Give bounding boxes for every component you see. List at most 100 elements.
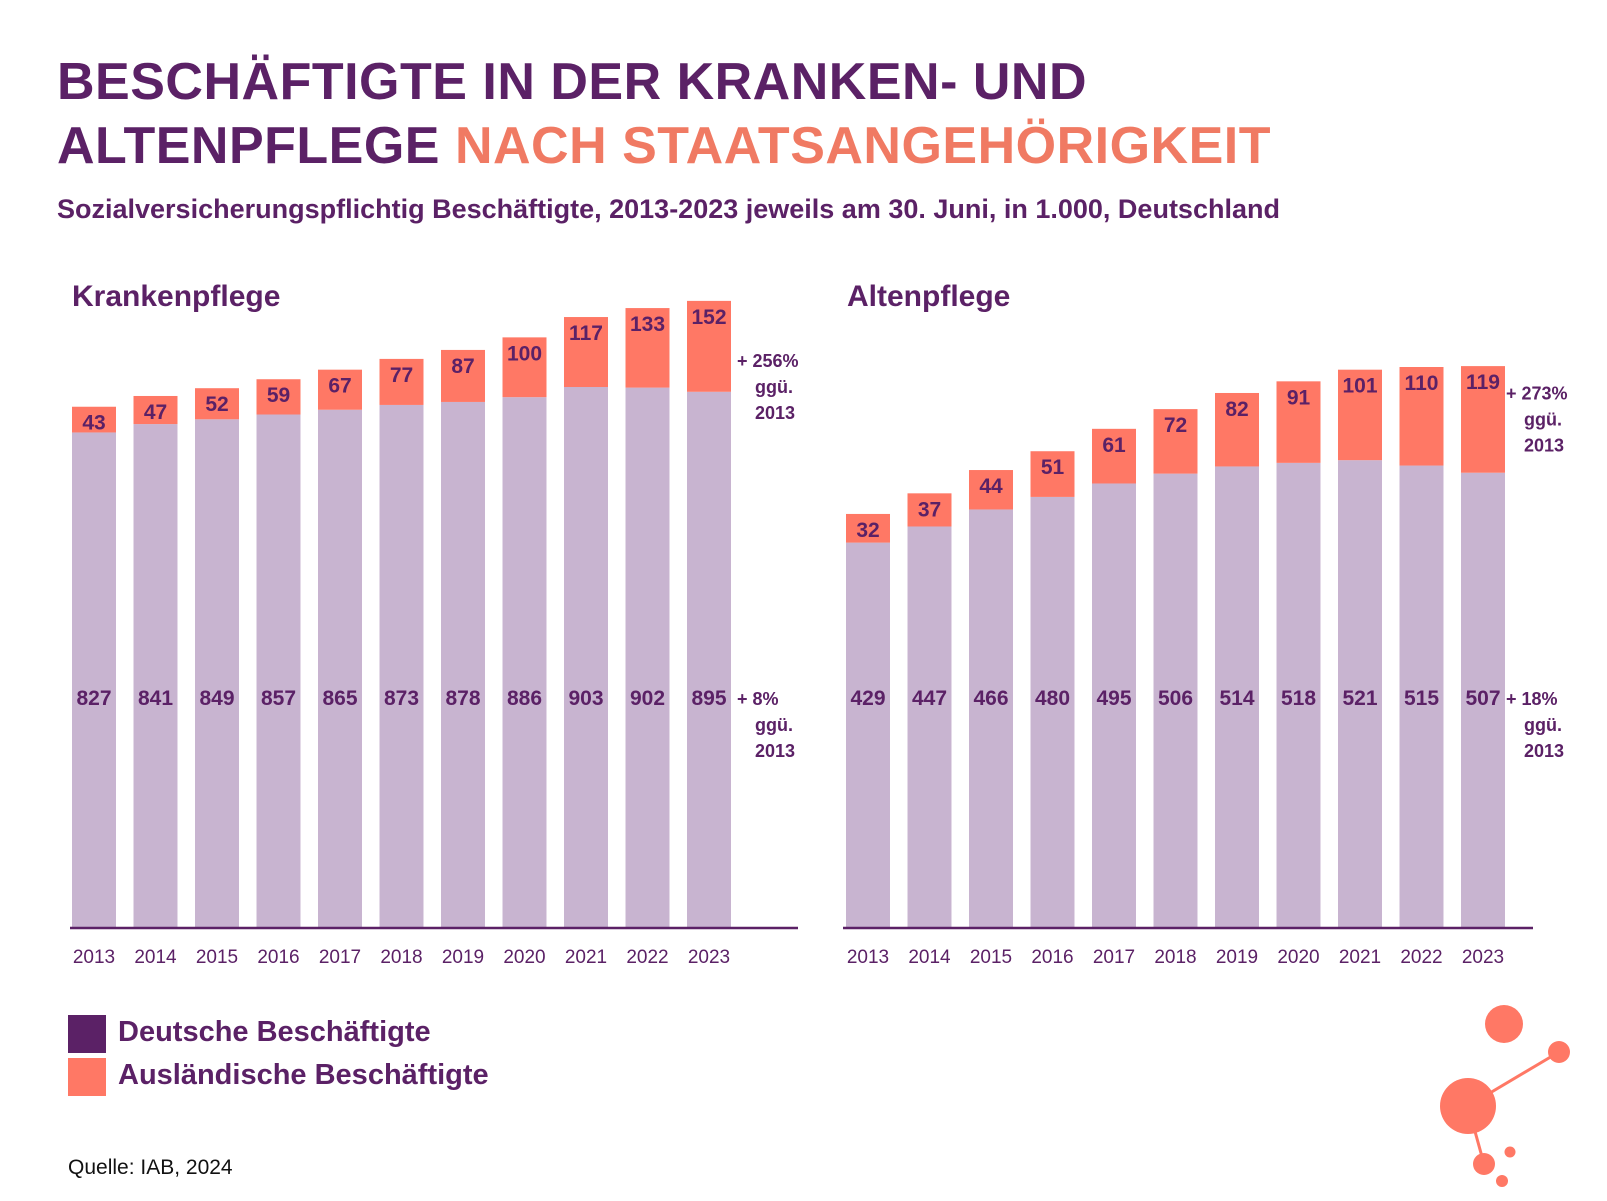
label-foreign-2017: 61: [1102, 434, 1126, 457]
x-tick-label: 2023: [688, 947, 730, 968]
annotation-foreign-change: + 273%: [1506, 383, 1568, 403]
label-foreign-2019: 82: [1225, 398, 1248, 421]
legend-label-german: Deutsche Beschäftigte: [118, 1016, 431, 1048]
label-german-2018: 506: [1158, 687, 1193, 710]
x-tick-label: 2019: [1216, 947, 1258, 968]
label-foreign-2018: 77: [390, 364, 413, 387]
label-german-2018: 873: [384, 687, 419, 710]
x-tick-label: 2021: [565, 947, 607, 968]
bar-foreign-2017: [318, 369, 362, 410]
x-tick-label: 2014: [908, 947, 951, 968]
bar-german-2013: [846, 542, 890, 927]
bar-foreign-2022: [625, 308, 670, 388]
x-tick-label: 2022: [1400, 947, 1442, 968]
panel-title-krankenpflege: Krankenpflege: [72, 280, 281, 313]
bar-foreign-2018: [1153, 409, 1198, 474]
bar-german-2021: [1338, 460, 1382, 927]
x-tick-label: 2014: [134, 947, 177, 968]
bar-foreign-2018: [379, 358, 424, 405]
label-foreign-2023: 152: [691, 306, 726, 329]
annotation-foreign-change: ggü.: [755, 377, 793, 397]
label-foreign-2014: 37: [918, 498, 941, 521]
bar-german-2018: [379, 404, 424, 927]
label-foreign-2022: 110: [1405, 372, 1439, 395]
bar-german-2020: [1276, 462, 1321, 927]
bar-foreign-2020: [502, 337, 547, 398]
annotation-german-change: ggü.: [755, 715, 793, 735]
label-german-2017: 865: [322, 687, 357, 710]
label-foreign-2019: 87: [451, 355, 474, 378]
label-german-2013: 827: [76, 687, 111, 710]
label-german-2015: 466: [973, 687, 1008, 710]
label-foreign-2013: 43: [82, 412, 105, 435]
annotation-german-change: ggü.: [1524, 715, 1562, 735]
title-part-purple: ALTENPFLEGE: [57, 117, 440, 175]
label-foreign-2015: 52: [205, 393, 228, 416]
annotation-foreign-change: 2013: [755, 403, 795, 423]
label-german-2015: 849: [199, 687, 234, 710]
label-german-2019: 878: [445, 687, 480, 710]
label-german-2020: 518: [1281, 687, 1316, 710]
bar-foreign-2013: [846, 513, 890, 543]
label-foreign-2022: 133: [630, 313, 665, 336]
label-foreign-2023: 119: [1466, 371, 1500, 394]
bar-foreign-2016: [256, 379, 301, 415]
bar-german-2019: [441, 401, 485, 927]
bar-foreign-2014: [907, 493, 952, 527]
panel-title-altenpflege: Altenpflege: [847, 280, 1011, 313]
x-tick-label: 2020: [503, 947, 545, 968]
bar-foreign-2017: [1092, 428, 1136, 484]
x-tick-label: 2013: [847, 947, 889, 968]
x-tick-label: 2016: [257, 947, 299, 968]
bar-foreign-2021: [1338, 369, 1382, 461]
subtitle: Sozialversicherungspflichtig Beschäftigt…: [57, 194, 1280, 224]
bar-foreign-2015: [969, 470, 1013, 510]
bar-foreign-2023: [1461, 366, 1505, 473]
x-tick-label: 2017: [1093, 947, 1135, 968]
x-tick-label: 2015: [196, 947, 238, 968]
label-foreign-2013: 32: [856, 519, 879, 542]
x-tick-label: 2022: [626, 947, 668, 968]
annotation-german-change: 2013: [1524, 741, 1564, 761]
label-german-2017: 495: [1096, 687, 1131, 710]
title-part-accent: NACH STAATSANGEHÖRIGKEIT: [454, 117, 1272, 175]
label-german-2022: 515: [1404, 687, 1439, 710]
x-tick-label: 2017: [319, 947, 361, 968]
label-german-2014: 447: [912, 687, 947, 710]
bar-german-2021: [564, 387, 608, 928]
label-german-2023: 507: [1465, 687, 1500, 710]
legend-label-foreign: Ausländische Beschäftigte: [118, 1059, 489, 1091]
x-tick-label: 2019: [442, 947, 484, 968]
label-foreign-2016: 51: [1041, 456, 1065, 479]
bar-foreign-2023: [687, 300, 731, 392]
source-note: Quelle: IAB, 2024: [68, 1156, 233, 1179]
legend-swatch-german: [68, 1015, 106, 1053]
annotation-foreign-change: + 256%: [737, 351, 799, 371]
bar-german-2023: [1461, 472, 1505, 927]
bar-german-2014: [133, 424, 178, 927]
bar-german-2022: [625, 387, 670, 927]
bar-foreign-2015: [195, 388, 239, 420]
bar-foreign-2014: [133, 395, 178, 425]
title-line-1: BESCHÄFTIGTE IN DER KRANKEN- UND: [57, 53, 1087, 111]
label-german-2020: 886: [507, 687, 542, 710]
bar-foreign-2019: [441, 349, 485, 402]
label-foreign-2014: 47: [144, 401, 167, 424]
label-foreign-2017: 67: [328, 375, 351, 398]
x-tick-label: 2016: [1031, 947, 1073, 968]
label-german-2014: 841: [138, 687, 173, 710]
x-tick-label: 2020: [1277, 947, 1319, 968]
bar-german-2019: [1215, 466, 1259, 927]
bar-foreign-2021: [564, 317, 608, 388]
label-german-2021: 521: [1342, 687, 1377, 710]
annotation-foreign-change: 2013: [1524, 435, 1564, 455]
bar-german-2018: [1153, 473, 1198, 927]
label-german-2016: 480: [1035, 687, 1070, 710]
label-foreign-2018: 72: [1164, 414, 1187, 437]
x-tick-label: 2018: [1154, 947, 1196, 968]
label-german-2023: 895: [691, 687, 726, 710]
label-foreign-2020: 91: [1287, 386, 1311, 409]
x-tick-label: 2023: [1462, 947, 1504, 968]
bar-foreign-2016: [1030, 451, 1075, 497]
